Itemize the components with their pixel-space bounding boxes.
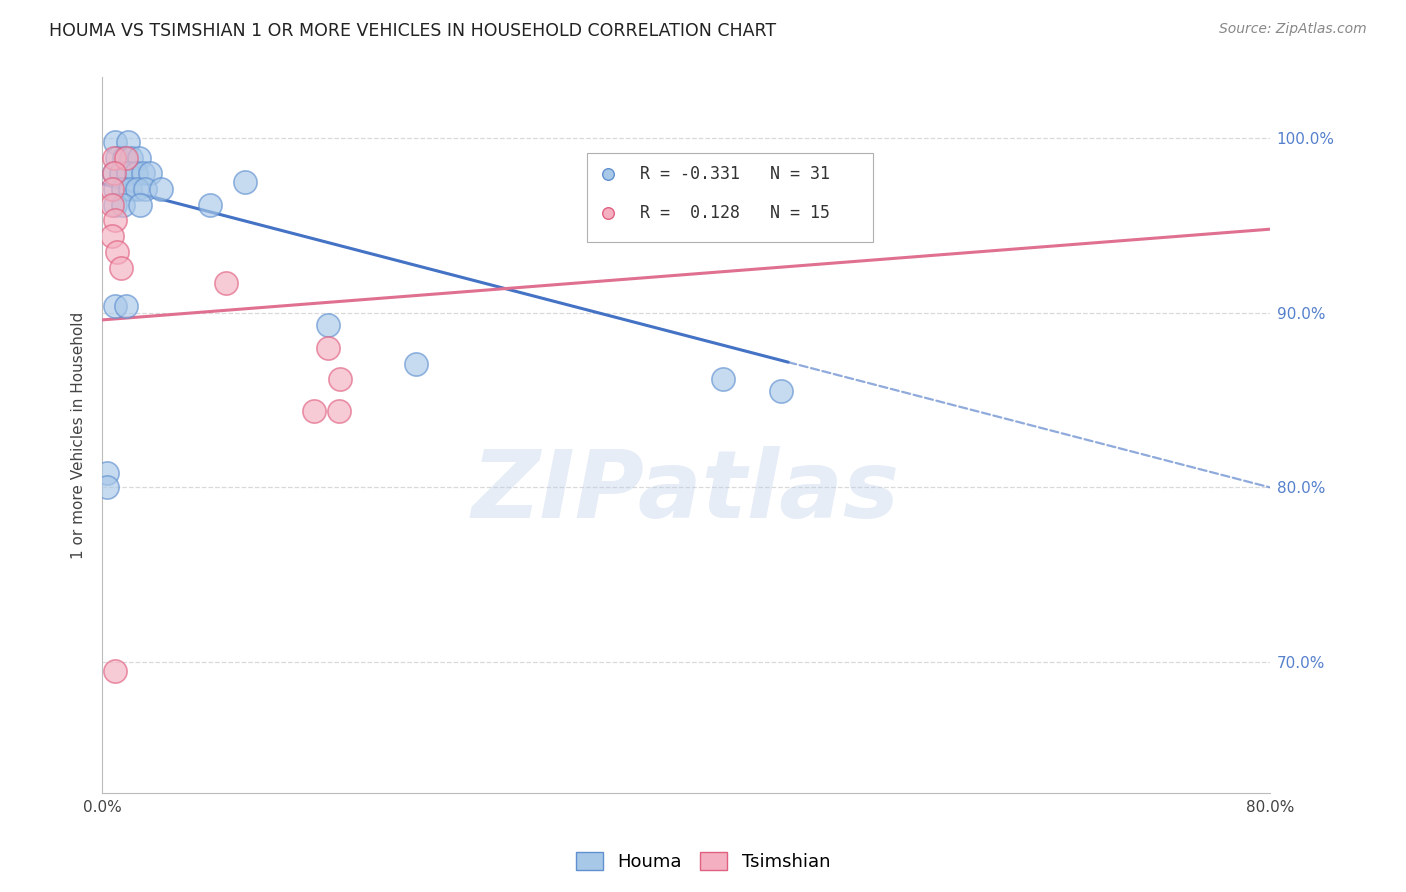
Point [110, 260, 132, 275]
Point [104, 664, 127, 678]
Point [215, 277, 238, 291]
Point [128, 151, 150, 165]
Point [101, 198, 124, 212]
Point [723, 463, 745, 477]
Point [118, 182, 141, 196]
Text: HOUMA VS TSIMSHIAN 1 OR MORE VEHICLES IN HOUSEHOLD CORRELATION CHART: HOUMA VS TSIMSHIAN 1 OR MORE VEHICLES IN… [49, 22, 776, 40]
Point [104, 198, 127, 212]
Point [318, 318, 340, 333]
Point [134, 182, 156, 196]
Point [329, 372, 352, 386]
Point [104, 213, 127, 227]
Point [111, 198, 134, 212]
Point [127, 182, 149, 196]
Point [114, 299, 136, 313]
Point [96, 480, 118, 494]
Point [117, 166, 139, 180]
Y-axis label: 1 or more Vehicles in Household: 1 or more Vehicles in Household [72, 311, 86, 558]
Point [711, 372, 734, 386]
Point [104, 135, 127, 149]
Point [105, 244, 128, 259]
Point [125, 166, 148, 180]
Text: Source: ZipAtlas.com: Source: ZipAtlas.com [1219, 22, 1367, 37]
Point [103, 166, 125, 180]
Point [120, 151, 142, 165]
Point [328, 403, 350, 417]
Point [105, 151, 128, 165]
Text: ZIPatlas: ZIPatlas [472, 446, 900, 538]
Point [769, 384, 792, 399]
Point [117, 135, 139, 149]
Point [149, 182, 172, 196]
Point [101, 182, 124, 196]
Point [318, 341, 340, 355]
Text: R = -0.331   N = 31: R = -0.331 N = 31 [641, 165, 831, 183]
Point [111, 182, 134, 196]
Text: R =  0.128   N = 15: R = 0.128 N = 15 [641, 204, 831, 222]
Point [103, 151, 125, 165]
FancyBboxPatch shape [586, 153, 873, 242]
Point [723, 367, 745, 381]
Point [112, 151, 135, 165]
Legend: Houma, Tsimshian: Houma, Tsimshian [568, 845, 838, 879]
Point [139, 166, 162, 180]
Point [132, 166, 155, 180]
Point [405, 357, 427, 371]
Point [96, 467, 118, 481]
Point [302, 403, 325, 417]
Point [233, 175, 256, 189]
Point [114, 151, 136, 165]
Point [104, 182, 127, 196]
Point [103, 166, 125, 180]
Point [110, 166, 132, 180]
Point [101, 229, 124, 244]
Point [200, 198, 222, 212]
Point [129, 198, 152, 212]
Point [104, 299, 127, 313]
